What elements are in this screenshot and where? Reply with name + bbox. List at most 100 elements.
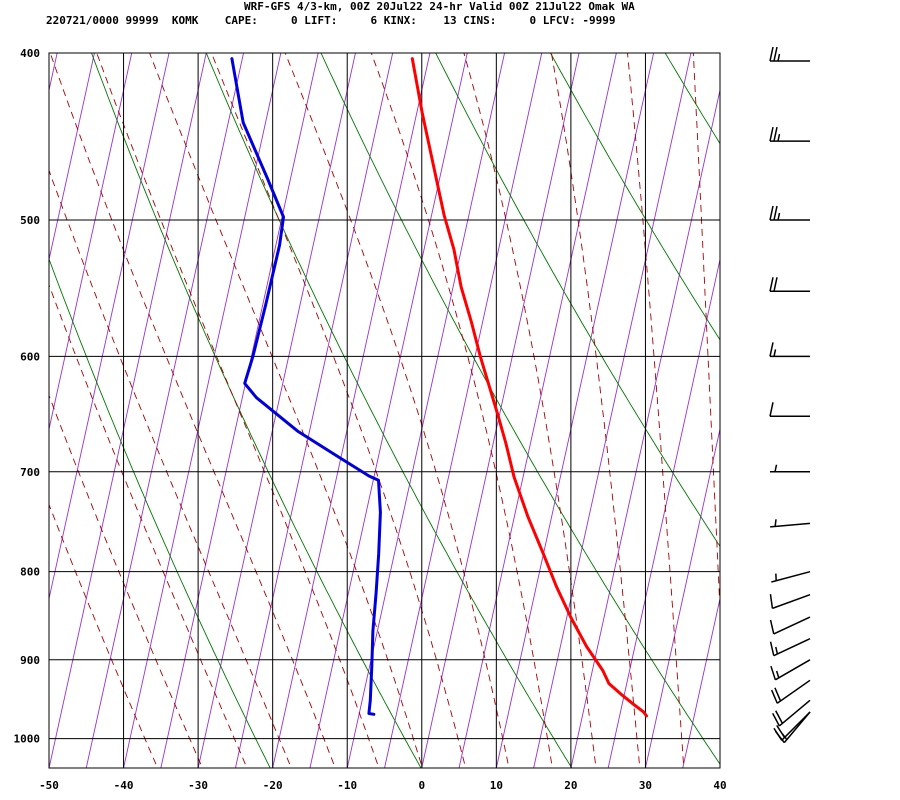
wind-barb-staff	[772, 593, 811, 610]
moist-adiabat-line	[284, 53, 510, 768]
dry-adiabat-line	[768, 34, 900, 775]
isotherm-line	[234, 53, 394, 768]
isotherm-line	[682, 596, 720, 768]
wind-barb-flag	[769, 46, 774, 62]
wind-barb-flag	[773, 277, 778, 292]
moist-adiabat-line	[96, 53, 380, 768]
wind-barb	[769, 638, 811, 657]
wind-barb-flag	[769, 342, 774, 357]
x-tick-label: 40	[713, 779, 726, 792]
moist-adiabat-line	[370, 53, 553, 768]
moist-adiabat-line	[211, 53, 467, 768]
wind-barb-flag	[769, 402, 774, 417]
wind-barb-staff	[783, 711, 811, 744]
wind-barb-flag	[769, 619, 775, 635]
moist-adiabat-line	[49, 283, 248, 768]
wind-barbs	[769, 46, 811, 744]
isotherm-line	[570, 88, 720, 768]
wind-barb-half-flag	[781, 733, 788, 741]
dry-adiabat-line	[91, 53, 422, 768]
x-tick-label: 20	[564, 779, 577, 792]
wind-barb	[771, 570, 811, 583]
isotherm-line	[791, 15, 900, 783]
wind-barb-half-flag	[773, 349, 777, 357]
isotherm-line	[85, 53, 245, 768]
wind-barb	[770, 519, 811, 528]
wind-barb	[771, 699, 811, 727]
wind-barb-half-flag	[774, 519, 777, 527]
wind-barb-staff	[778, 699, 811, 727]
isotherm-line	[197, 53, 356, 768]
wind-barb-flag	[774, 687, 782, 702]
x-tick-label: -10	[337, 779, 357, 792]
isotherm-line	[49, 53, 170, 601]
isotherm-line	[309, 53, 468, 768]
wind-barb	[769, 402, 810, 418]
wind-barb	[774, 711, 811, 744]
y-tick-label: 800	[20, 566, 40, 579]
plot-frame	[48, 52, 721, 769]
isotherm-line	[49, 53, 95, 262]
wind-barb-flag	[775, 710, 784, 724]
wind-barb-flag	[769, 126, 774, 142]
dry-adiabat-line	[882, 34, 900, 775]
moist-adiabat-line	[49, 503, 159, 768]
moist-adiabat-line	[149, 53, 423, 768]
isotherm-line	[160, 53, 319, 768]
wind-barb	[769, 342, 810, 358]
wind-barb	[769, 205, 810, 221]
moist-adiabat-line	[692, 53, 720, 619]
wind-barb	[769, 616, 811, 635]
isotherm-line	[421, 53, 580, 768]
isotherm-line	[346, 53, 506, 768]
isotherm-line	[384, 53, 543, 768]
isotherm-line	[495, 53, 655, 768]
wind-barb-flag	[773, 46, 778, 62]
wind-barb-staff	[771, 570, 811, 583]
isotherm-line	[0, 15, 28, 783]
wind-barb-staff	[776, 679, 811, 704]
y-tick-label: 600	[20, 350, 40, 363]
x-tick-label: 30	[639, 779, 652, 792]
wind-barb-half-flag	[777, 212, 781, 221]
isotherm-line	[272, 53, 431, 768]
isotherm-line	[49, 53, 133, 432]
x-tick-label: -40	[114, 779, 134, 792]
dry-adiabat-line	[664, 53, 720, 145]
wind-barb-half-flag	[777, 133, 781, 142]
sounding-indices-line: 220721/0000 99999 KOMK CAPE: 0 LIFT: 6 K…	[46, 14, 616, 27]
wind-barb-flag	[773, 126, 778, 142]
dewpoint-trace	[230, 57, 382, 716]
wind-barb-flag	[770, 689, 778, 704]
wind-barb-staff	[773, 638, 811, 657]
wind-barb-flag	[769, 277, 774, 292]
wind-barb-flag	[774, 730, 785, 744]
isotherm-line	[49, 53, 207, 768]
dry-adiabat-line	[320, 53, 720, 765]
wind-barb	[770, 464, 810, 473]
isotherm-line	[719, 766, 720, 768]
x-tick-label: -20	[263, 779, 283, 792]
chart-title: WRF-GFS 4/3-km, 00Z 20Jul22 24-hr Valid …	[244, 0, 635, 13]
wind-barb-flag	[769, 594, 774, 609]
wind-barb	[769, 593, 811, 610]
reference-lines	[0, 15, 900, 783]
isotherm-line	[644, 427, 720, 768]
wind-barb	[770, 659, 811, 681]
isotherm-line	[123, 53, 282, 768]
y-tick-label: 700	[20, 466, 40, 479]
dry-adiabat-line	[49, 257, 271, 768]
moist-adiabat-line	[49, 53, 336, 768]
wind-barb	[769, 277, 810, 293]
isotherm-line	[533, 53, 692, 768]
wind-barb-flag	[769, 641, 775, 656]
x-tick-label: -30	[188, 779, 208, 792]
wind-barb-flag	[769, 205, 774, 221]
y-tick-label: 400	[20, 47, 40, 60]
wind-barb-half-flag	[777, 53, 781, 62]
moist-adiabat-line	[49, 169, 292, 768]
wind-barb	[770, 679, 811, 704]
wind-barb	[769, 126, 810, 142]
moist-adiabat-line	[49, 394, 203, 768]
wind-barb	[769, 46, 810, 62]
